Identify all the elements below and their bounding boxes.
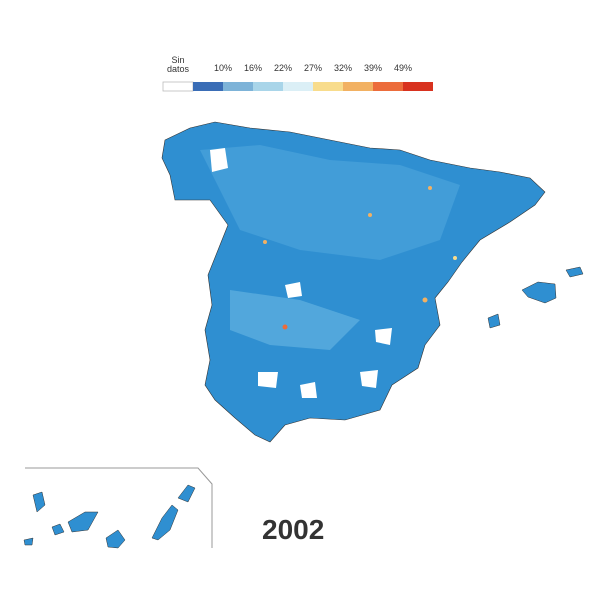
legend-swatch — [193, 82, 223, 91]
legend: 10% 16% 22% 27% 32% 39% 49% — [162, 63, 433, 92]
year-label: 2002 — [262, 514, 325, 545]
no-data-label: Sin datos — [166, 55, 190, 74]
legend-break-label: 39% — [364, 63, 382, 73]
legend-swatch — [253, 82, 283, 91]
legend-swatch — [373, 82, 403, 91]
legend-swatch — [403, 82, 433, 91]
canary-islands — [23, 467, 213, 549]
legend-break-label: 10% — [214, 63, 232, 73]
legend-swatch — [223, 82, 253, 91]
no-data-swatch — [162, 81, 194, 92]
legend-break-label: 32% — [334, 63, 352, 73]
legend-break-label: 16% — [244, 63, 262, 73]
legend-break-label: 27% — [304, 63, 322, 73]
spain-mainland — [161, 121, 546, 443]
legend-break-label: 22% — [274, 63, 292, 73]
legend-swatch — [343, 82, 373, 91]
legend-swatch — [313, 82, 343, 91]
legend-swatch — [283, 82, 313, 91]
balearic-islands — [487, 266, 584, 329]
legend-break-label: 49% — [394, 63, 412, 73]
